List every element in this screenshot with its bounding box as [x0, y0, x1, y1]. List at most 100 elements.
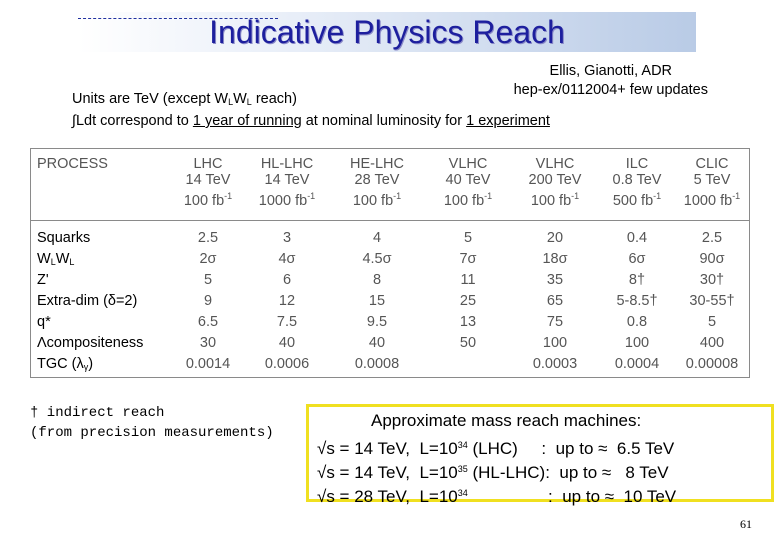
reach-value: 0.0006	[264, 356, 310, 372]
machine-energy: 5 TeV	[693, 172, 731, 188]
reach-value: 8†	[628, 272, 646, 288]
reach-value: 40	[368, 335, 386, 351]
luminosity-note: ∫Ldt correspond to 1 year of running at …	[72, 112, 550, 131]
reach-value: 9	[203, 293, 213, 309]
reach-value: 5	[707, 314, 717, 330]
reach-value: 40	[278, 335, 296, 351]
machine-luminosity: 100 fb-1	[183, 191, 233, 209]
reach-value: 50	[459, 335, 477, 351]
dagger-note: † indirect reach (from precision measure…	[30, 403, 274, 443]
units-suffix: reach)	[251, 91, 297, 107]
machine-luminosity: 100 fb-1	[530, 191, 580, 209]
reach-value: 6σ	[628, 251, 646, 267]
reach-value: 0.0008	[354, 356, 400, 372]
machine-name: CLIC	[695, 156, 729, 172]
mass-reach-box: Approximate mass reach machines: √s = 14…	[306, 404, 774, 506]
reach-value: 0.00008	[685, 356, 739, 372]
reach-value: 3	[282, 230, 292, 246]
reach-value: 100	[624, 335, 650, 351]
reach-value: 0.8	[626, 314, 648, 330]
process-label: Squarks	[37, 230, 91, 246]
machine-energy: 14 TeV	[264, 172, 310, 188]
units-sub-1: L	[228, 97, 234, 107]
machine-name: ILC	[625, 156, 649, 172]
authors-line: Ellis, Gianotti, ADR	[549, 63, 673, 79]
reach-value: 9.5	[366, 314, 388, 330]
machine-column: LHC 14 TeV 100 fb-1	[163, 156, 253, 209]
machine-energy: 14 TeV	[185, 172, 231, 188]
reach-value: 65	[546, 293, 564, 309]
reach-value: 30-55†	[689, 293, 735, 309]
machine-column: VLHC 200 TeV 100 fb-1	[510, 156, 600, 209]
machine-column: ILC 0.8 TeV 500 fb-1	[592, 156, 682, 209]
reach-value: 6.5	[197, 314, 219, 330]
machine-name: VLHC	[448, 156, 488, 172]
process-header: PROCESS	[37, 156, 108, 172]
integral-icon: ∫	[72, 113, 76, 129]
reach-value: 5	[463, 230, 473, 246]
machine-energy: 200 TeV	[528, 172, 582, 188]
process-label: q*	[37, 314, 51, 330]
machine-energy: 0.8 TeV	[612, 172, 662, 188]
reach-value: 12	[278, 293, 296, 309]
reach-value: 8	[372, 272, 382, 288]
reach-value: 4	[372, 230, 382, 246]
reference-line: hep-ex/0112004+ few updates	[513, 82, 708, 98]
machine-luminosity: 1000 fb-1	[683, 191, 741, 209]
machine-energy: 40 TeV	[445, 172, 491, 188]
reach-value: 2.5	[701, 230, 723, 246]
reach-value: 15	[368, 293, 386, 309]
machine-name: HE-LHC	[350, 156, 404, 172]
title-dash-line	[78, 18, 278, 19]
machine-column: VLHC 40 TeV 100 fb-1	[423, 156, 513, 209]
reach-value: 0.0004	[614, 356, 660, 372]
units-sub-2: L	[246, 97, 252, 107]
mass-row: √s = 28 TeV, L=1034 : up to ≈ 10 TeV	[317, 487, 677, 506]
process-label: Z'	[37, 272, 49, 288]
process-label: TGC (λγ)	[37, 356, 94, 372]
reach-value: 0.4	[626, 230, 648, 246]
units-note: Units are TeV (except WLWL reach)	[72, 90, 297, 112]
reach-value: 7σ	[459, 251, 477, 267]
reach-table	[30, 148, 750, 378]
ldt-prefix: Ldt correspond to	[75, 113, 193, 129]
reach-value: 100	[542, 335, 568, 351]
reach-value: 18σ	[542, 251, 568, 267]
reach-value: 30†	[699, 272, 725, 288]
mass-row: √s = 14 TeV, L=1035 (HL-LHC): up to ≈ 8 …	[317, 463, 669, 482]
reach-value: 400	[699, 335, 725, 351]
reach-value: 30	[199, 335, 217, 351]
ldt-underline-experiment: 1 experiment	[466, 113, 550, 129]
reach-value: 2.5	[197, 230, 219, 246]
process-label: Extra-dim (δ=2)	[37, 293, 138, 309]
machine-luminosity: 100 fb-1	[443, 191, 493, 209]
reach-value: 7.5	[276, 314, 298, 330]
ldt-underline-running: 1 year of running	[192, 113, 302, 129]
reach-value: 35	[546, 272, 564, 288]
machine-name: HL-LHC	[260, 156, 314, 172]
reach-value: 20	[546, 230, 564, 246]
reach-value: 5	[203, 272, 213, 288]
reach-value: 6	[282, 272, 292, 288]
machine-luminosity: 1000 fb-1	[258, 191, 316, 209]
mass-heading: Approximate mass reach machines:	[371, 411, 642, 430]
reach-value: 11	[460, 272, 476, 288]
process-label: Λcompositeness	[37, 335, 144, 351]
page-number: 61	[740, 517, 752, 531]
reach-value: 13	[459, 314, 477, 330]
title-banner: Indicative Physics Reach	[78, 12, 696, 52]
reach-value: 2σ	[199, 251, 217, 267]
authors-reference: Ellis, Gianotti, ADR hep-ex/0112004+ few…	[514, 62, 708, 100]
machine-name: VLHC	[535, 156, 575, 172]
machine-luminosity: 500 fb-1	[612, 191, 662, 209]
process-label: WLWL	[37, 251, 75, 267]
machine-luminosity: 100 fb-1	[352, 191, 402, 209]
reach-value: 75	[546, 314, 564, 330]
machine-column: HL-LHC 14 TeV 1000 fb-1	[242, 156, 332, 209]
mass-row: √s = 14 TeV, L=1034 (LHC) : up to ≈ 6.5 …	[317, 439, 675, 458]
ldt-mid: at nominal luminosity for	[301, 113, 467, 129]
machine-energy: 28 TeV	[354, 172, 400, 188]
reach-value: 0.0014	[185, 356, 231, 372]
machine-column: HE-LHC 28 TeV 100 fb-1	[332, 156, 422, 209]
machine-name: LHC	[193, 156, 223, 172]
